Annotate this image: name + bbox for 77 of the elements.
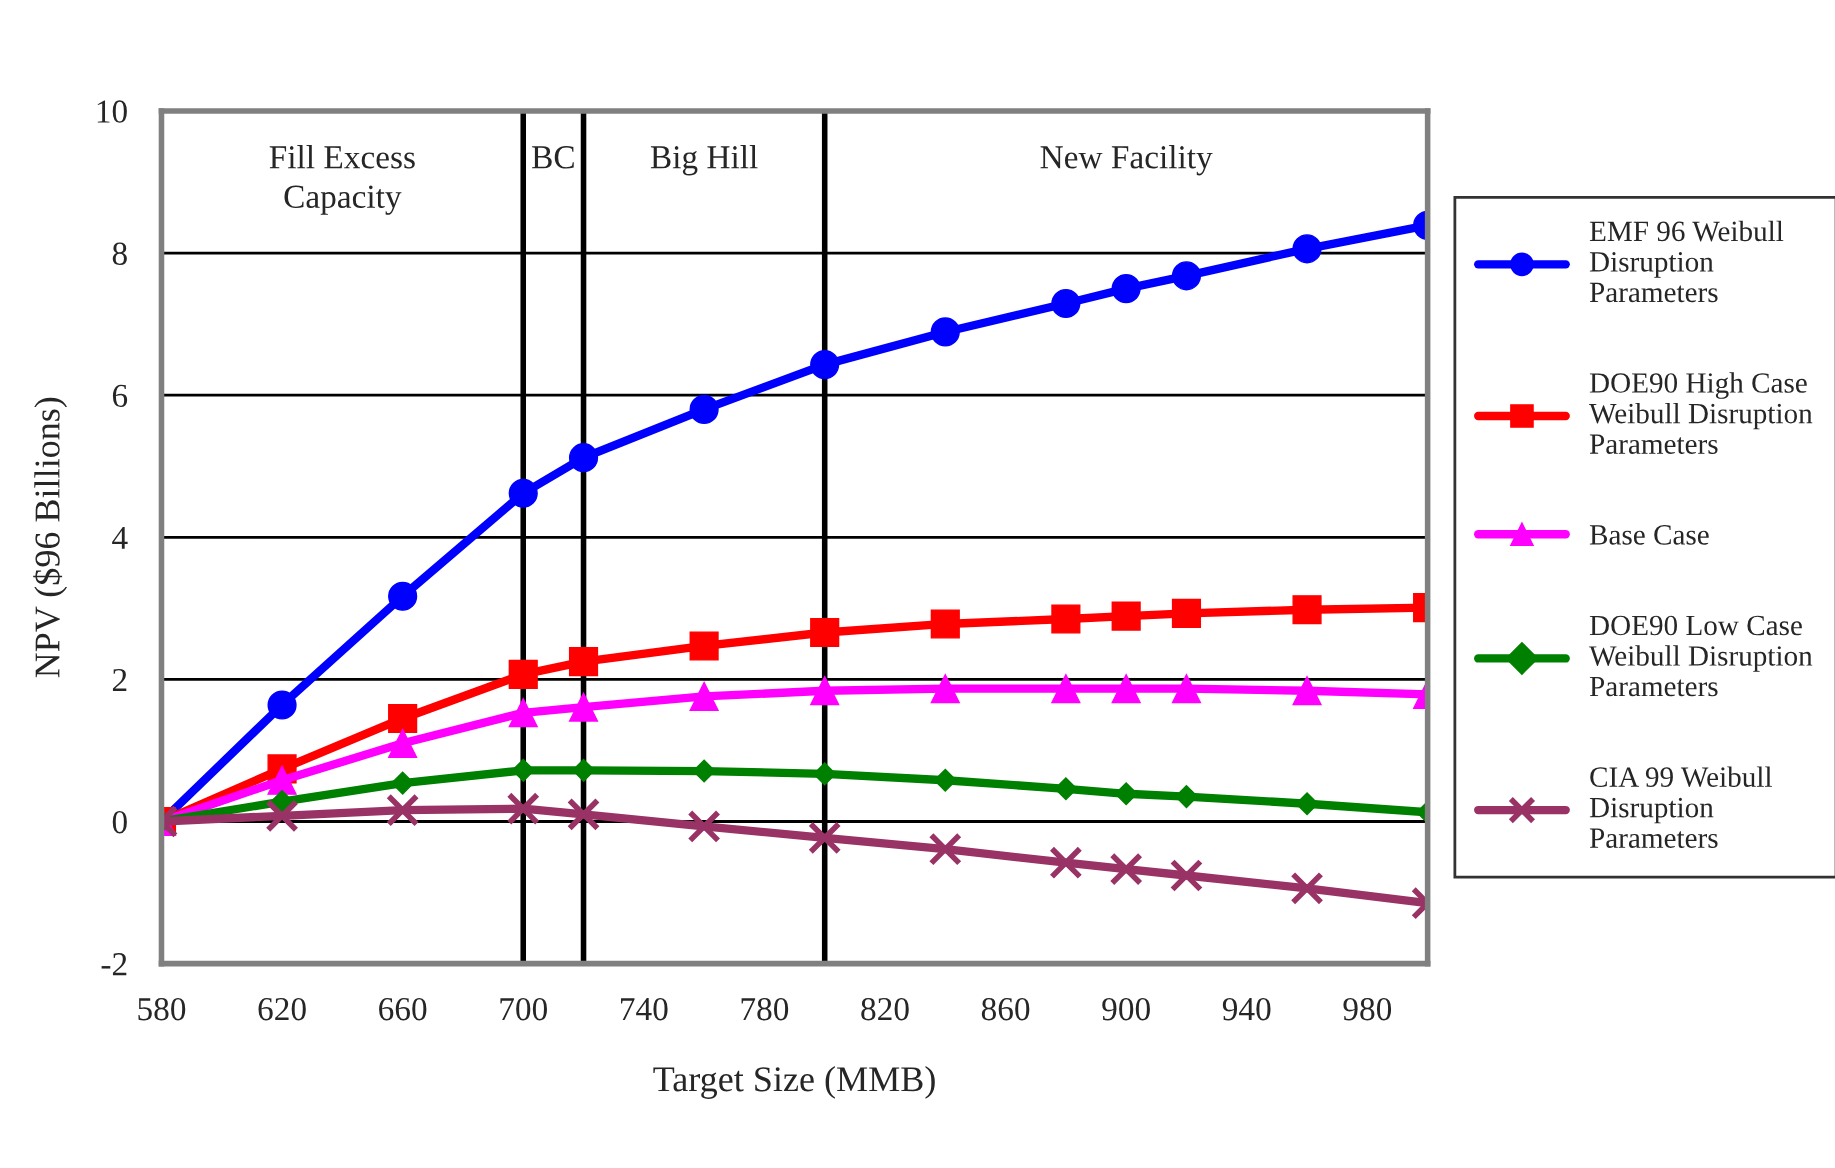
y-tick-label: 8 — [112, 242, 127, 265]
point — [506, 792, 540, 826]
point — [1054, 777, 1078, 801]
legend-label: Base Case — [1589, 525, 1709, 545]
point — [267, 690, 297, 720]
point — [1051, 604, 1081, 634]
point — [687, 809, 721, 844]
x-tick-label: 980 — [1343, 997, 1392, 1021]
point — [1051, 674, 1081, 704]
point — [1111, 274, 1141, 304]
y-axis-title: NPV ($96 Billions) — [33, 397, 68, 678]
point — [267, 765, 297, 795]
point — [1111, 601, 1141, 631]
x-tick-label: 700 — [500, 997, 547, 1021]
point — [388, 728, 418, 758]
y-tick-label: 6 — [112, 384, 128, 408]
point — [508, 478, 538, 508]
point — [810, 676, 840, 706]
point — [388, 703, 418, 734]
x-tick-label: 740 — [621, 997, 668, 1021]
x-tick-label: 860 — [981, 997, 1030, 1021]
point — [810, 350, 840, 380]
y-tick-label: 2 — [112, 668, 127, 691]
point — [265, 799, 299, 833]
point — [808, 821, 842, 855]
point — [689, 394, 719, 424]
y-tick-label: 4 — [112, 526, 128, 549]
point — [568, 647, 599, 677]
point — [930, 674, 960, 704]
point — [568, 443, 599, 473]
point — [1049, 846, 1083, 880]
point — [508, 659, 538, 689]
point — [511, 758, 535, 782]
annotation: New Facility — [1040, 145, 1213, 176]
x-tick-label: 780 — [741, 997, 789, 1021]
x-axis-title: Target Size (MMB) — [653, 1066, 935, 1099]
point — [1171, 261, 1202, 291]
point — [1051, 288, 1081, 319]
point — [566, 797, 601, 832]
x-tick-label: 620 — [258, 997, 306, 1021]
legend-label: EMF 96 Weibull Disruption Parameters — [1589, 220, 1784, 303]
point — [1169, 858, 1204, 893]
point — [1171, 674, 1202, 704]
point — [508, 698, 538, 728]
point — [568, 692, 599, 722]
annotation: Fill Excess Capacity — [269, 145, 415, 215]
point — [689, 681, 719, 712]
x-tick-label: 940 — [1222, 997, 1271, 1021]
point — [385, 793, 420, 827]
point — [1292, 234, 1322, 264]
x-tick-label: 660 — [379, 997, 427, 1021]
point — [391, 771, 415, 795]
point — [810, 617, 840, 648]
y-tick-label: -2 — [101, 953, 127, 976]
point — [930, 317, 960, 347]
point — [1111, 674, 1141, 704]
x-tick-label: 820 — [861, 997, 909, 1021]
point — [1292, 676, 1322, 706]
point — [1290, 871, 1324, 905]
legend-label: DOE90 High Case Weibull Disruption Parameters — [1589, 372, 1813, 454]
point — [813, 762, 837, 786]
legend-label: DOE90 Low Case Weibull Disruption Parameters — [1589, 615, 1813, 697]
point — [1295, 792, 1319, 816]
x-tick-label: 580 — [138, 997, 186, 1021]
y-tick-label: 0 — [112, 810, 127, 834]
point — [1171, 598, 1202, 628]
y-tick-label: 10 — [97, 100, 127, 123]
annotation: BC — [532, 146, 574, 169]
point — [928, 832, 962, 866]
point — [388, 581, 418, 611]
point — [1292, 595, 1322, 625]
legend-label: CIA 99 Weibull Disruption Parameters — [1589, 766, 1772, 848]
point — [930, 609, 960, 639]
x-tick-label: 900 — [1102, 997, 1150, 1021]
point — [1109, 852, 1143, 886]
point — [689, 631, 719, 661]
annotation: Big Hill — [650, 145, 758, 176]
